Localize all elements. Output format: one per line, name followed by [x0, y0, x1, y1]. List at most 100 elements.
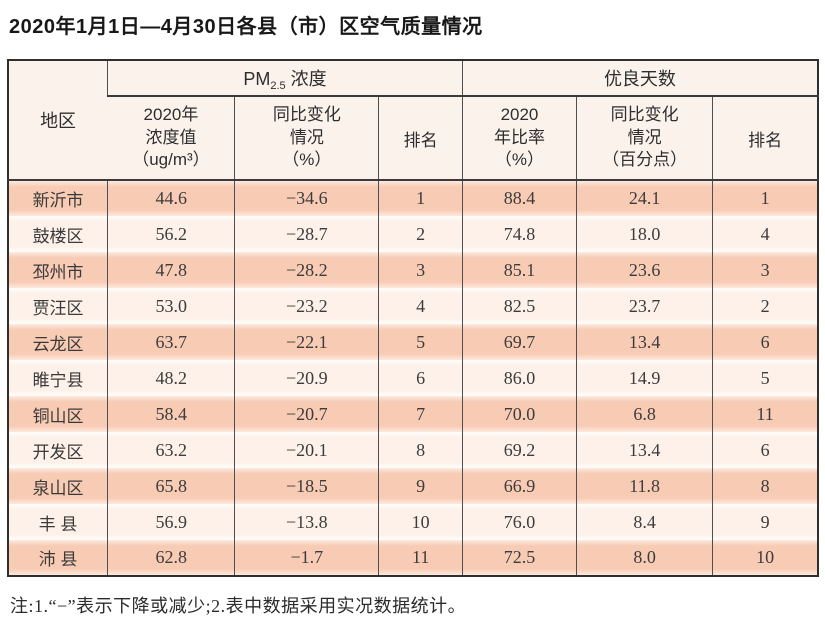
cell-good-rank: 1	[712, 180, 818, 216]
cell-good-change: 23.6	[576, 252, 713, 288]
cell-pm-rank: 3	[378, 252, 463, 288]
cell-region: 泉山区	[8, 468, 108, 504]
cell-good-change: 6.8	[576, 396, 713, 432]
table-row: 丰 县 56.9 −13.8 10 76.0 8.4 9	[8, 504, 818, 540]
pm-label-rest: 浓度	[285, 68, 327, 89]
cell-good-change: 13.4	[576, 432, 713, 468]
cell-good-ratio: 85.1	[461, 252, 577, 288]
cell-good-rank: 10	[712, 540, 818, 576]
header-pm-change: 同比变化 情况 （%）	[234, 96, 379, 181]
cell-good-rank: 3	[712, 252, 818, 288]
cell-pm-value: 48.2	[107, 360, 235, 396]
pm-subscript: 2.5	[270, 79, 286, 92]
cell-good-ratio: 86.0	[461, 360, 577, 396]
cell-region: 沛 县	[8, 540, 108, 576]
cell-pm-value: 62.8	[107, 540, 235, 576]
cell-good-change: 18.0	[576, 216, 713, 252]
cell-pm-change: −18.5	[234, 468, 379, 504]
header-group-row: 地区 PM2.5 浓度 优良天数	[8, 60, 818, 181]
header-sub-row: 2020年 浓度值 （ug/m³） 同比变化 情况 （%） 排名 2020 年比…	[8, 96, 818, 181]
cell-pm-value: 56.9	[107, 504, 235, 540]
cell-pm-change: −23.2	[234, 288, 379, 324]
cell-pm-rank: 1	[378, 180, 463, 216]
cell-pm-change: −1.7	[234, 540, 379, 576]
cell-pm-change: −22.1	[234, 324, 379, 360]
cell-good-change: 23.7	[576, 288, 713, 324]
header-good-change: 同比变化 情况 （百分点）	[576, 96, 713, 181]
cell-good-rank: 8	[712, 468, 818, 504]
cell-good-change: 8.4	[576, 504, 713, 540]
cell-region: 邳州市	[8, 252, 108, 288]
cell-good-ratio: 76.0	[461, 504, 577, 540]
header-region: 地区	[8, 60, 108, 181]
cell-good-change: 8.0	[576, 540, 713, 576]
cell-good-rank: 2	[712, 288, 818, 324]
cell-pm-rank: 8	[378, 432, 463, 468]
cell-good-ratio: 88.4	[461, 180, 577, 216]
cell-good-ratio: 72.5	[461, 540, 577, 576]
cell-region: 开发区	[8, 432, 108, 468]
cell-pm-change: −20.7	[234, 396, 379, 432]
cell-pm-value: 47.8	[107, 252, 235, 288]
cell-good-rank: 6	[712, 324, 818, 360]
footnote: 注:1.“−”表示下降或减少;2.表中数据采用实况数据统计。	[10, 596, 467, 616]
cell-good-rank: 9	[712, 504, 818, 540]
cell-pm-rank: 4	[378, 288, 463, 324]
header-group-pm25: PM2.5 浓度	[107, 60, 463, 97]
cell-pm-rank: 10	[378, 504, 463, 540]
table-row: 云龙区 63.7 −22.1 5 69.7 13.4 6	[8, 324, 818, 360]
table-header: 地区 PM2.5 浓度 优良天数 2020年 浓度值 （ug/m³） 同比变化 …	[8, 60, 818, 181]
pm-label: PM	[243, 68, 271, 89]
page-title: 2020年1月1日—4月30日各县（市）区空气质量情况	[9, 16, 483, 38]
table-row: 铜山区 58.4 −20.7 7 70.0 6.8 11	[8, 396, 818, 432]
cell-region: 云龙区	[8, 324, 108, 360]
table-row: 贾汪区 53.0 −23.2 4 82.5 23.7 2	[8, 288, 818, 324]
table-row: 沛 县 62.8 −1.7 11 72.5 8.0 10	[8, 540, 818, 576]
table-row: 开发区 63.2 −20.1 8 69.2 13.4 6	[8, 432, 818, 468]
cell-good-ratio: 69.7	[461, 324, 577, 360]
cell-pm-value: 63.7	[107, 324, 235, 360]
cell-pm-value: 65.8	[107, 468, 235, 504]
cell-good-ratio: 66.9	[461, 468, 577, 504]
cell-pm-change: −34.6	[234, 180, 379, 216]
cell-good-rank: 11	[712, 396, 818, 432]
cell-pm-value: 63.2	[107, 432, 235, 468]
cell-pm-rank: 7	[378, 396, 463, 432]
cell-pm-change: −28.2	[234, 252, 379, 288]
cell-good-rank: 6	[712, 432, 818, 468]
cell-pm-change: −20.1	[234, 432, 379, 468]
cell-pm-rank: 9	[378, 468, 463, 504]
table-row: 泉山区 65.8 −18.5 9 66.9 11.8 8	[8, 468, 818, 504]
header-pm-rank: 排名	[378, 96, 463, 181]
cell-pm-rank: 11	[378, 540, 463, 576]
air-quality-table: 地区 PM2.5 浓度 优良天数 2020年 浓度值 （ug/m³） 同比变化 …	[7, 59, 819, 577]
cell-region: 睢宁县	[8, 360, 108, 396]
cell-good-ratio: 70.0	[461, 396, 577, 432]
cell-region: 新沂市	[8, 180, 108, 216]
cell-pm-value: 44.6	[107, 180, 235, 216]
cell-pm-value: 56.2	[107, 216, 235, 252]
header-group-good-days: 优良天数	[461, 60, 818, 97]
cell-region: 贾汪区	[8, 288, 108, 324]
cell-good-change: 24.1	[576, 180, 713, 216]
cell-good-ratio: 82.5	[461, 288, 577, 324]
cell-pm-value: 58.4	[107, 396, 235, 432]
cell-pm-rank: 5	[378, 324, 463, 360]
header-good-rank: 排名	[712, 96, 818, 181]
header-pm-value: 2020年 浓度值 （ug/m³）	[107, 96, 235, 181]
cell-region: 鼓楼区	[8, 216, 108, 252]
cell-pm-change: −13.8	[234, 504, 379, 540]
header-good-ratio: 2020 年比率 （%）	[461, 96, 577, 181]
table-row: 睢宁县 48.2 −20.9 6 86.0 14.9 5	[8, 360, 818, 396]
cell-pm-value: 53.0	[107, 288, 235, 324]
table-row: 邳州市 47.8 −28.2 3 85.1 23.6 3	[8, 252, 818, 288]
cell-good-change: 11.8	[576, 468, 713, 504]
cell-region: 铜山区	[8, 396, 108, 432]
table-row: 鼓楼区 56.2 −28.7 2 74.8 18.0 4	[8, 216, 818, 252]
cell-good-ratio: 69.2	[461, 432, 577, 468]
cell-good-ratio: 74.8	[461, 216, 577, 252]
cell-good-change: 13.4	[576, 324, 713, 360]
table-row: 新沂市 44.6 −34.6 1 88.4 24.1 1	[8, 180, 818, 216]
table-body: 新沂市 44.6 −34.6 1 88.4 24.1 1 鼓楼区 56.2 −2…	[8, 180, 818, 576]
